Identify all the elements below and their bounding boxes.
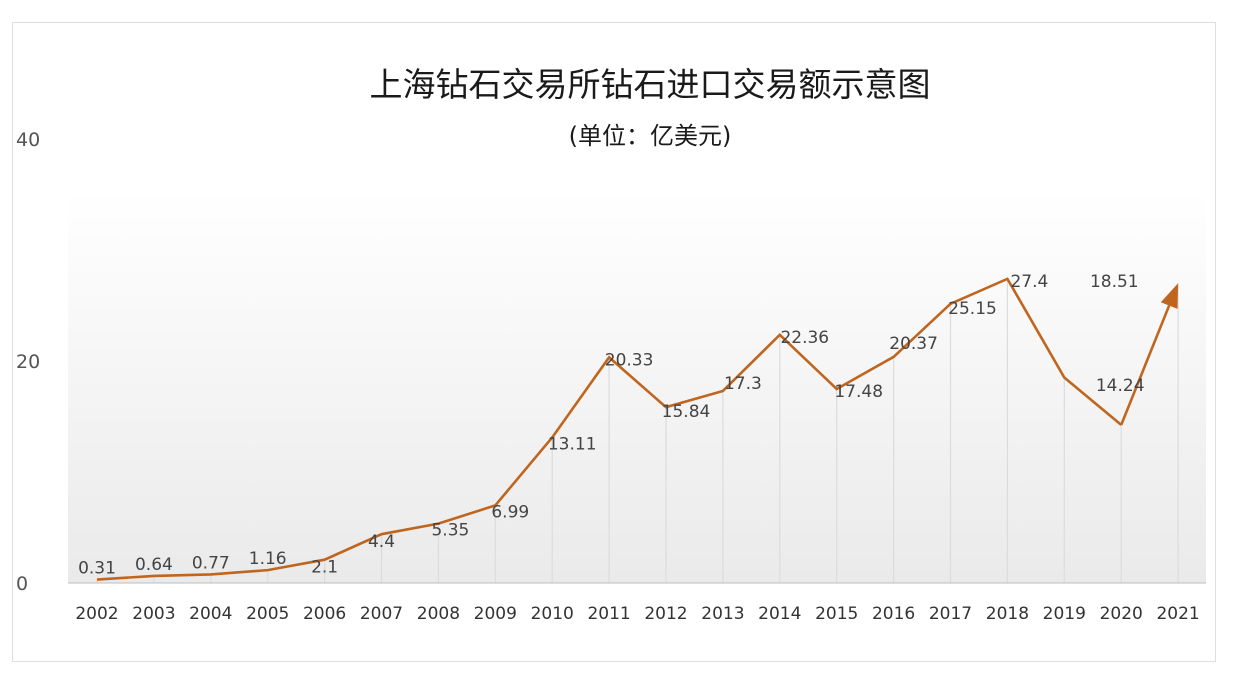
x-tick-label: 2021 <box>1156 604 1199 624</box>
data-label: 0.31 <box>78 559 116 579</box>
x-tick-label: 2015 <box>815 604 858 624</box>
y-tick-label: 40 <box>16 129 40 151</box>
x-tick-label: 2008 <box>417 604 460 624</box>
chart-title: 上海钻石交易所钻石进口交易额示意图 <box>369 65 931 104</box>
x-tick-label: 2020 <box>1100 604 1143 624</box>
x-tick-label: 2013 <box>701 604 744 624</box>
data-label: 1.16 <box>249 549 287 569</box>
x-tick-label: 2007 <box>360 604 403 624</box>
y-tick-label: 20 <box>16 351 40 373</box>
data-label: 25.15 <box>948 299 997 319</box>
x-tick-label: 2004 <box>189 604 232 624</box>
x-tick-label: 2006 <box>303 604 346 624</box>
x-tick-label: 2002 <box>75 604 118 624</box>
x-tick-label: 2011 <box>587 604 630 624</box>
data-label: 17.48 <box>834 382 883 402</box>
y-tick-label: 0 <box>16 573 28 595</box>
data-label: 17.3 <box>724 374 762 394</box>
x-tick-label: 2018 <box>986 604 1029 624</box>
data-label: 13.11 <box>548 434 597 454</box>
data-label: 22.36 <box>780 328 829 348</box>
data-label: 15.84 <box>662 402 711 422</box>
x-tick-label: 2005 <box>246 604 289 624</box>
series-line-final-segment <box>1119 305 1171 426</box>
x-tick-label: 2010 <box>531 604 574 624</box>
data-label: 0.64 <box>135 555 173 575</box>
data-label: 14.24 <box>1096 376 1145 396</box>
data-label: 4.4 <box>368 532 395 552</box>
plot-background <box>68 190 1206 583</box>
x-tick-label: 2019 <box>1043 604 1086 624</box>
chart-subtitle: (单位：亿美元) <box>568 122 732 150</box>
x-tick-label: 2012 <box>644 604 687 624</box>
data-label: 0.77 <box>192 553 230 573</box>
data-label: 27.4 <box>1010 272 1048 292</box>
data-label: 20.33 <box>605 350 654 370</box>
x-tick-label: 2009 <box>474 604 517 624</box>
series-arrow-head <box>1160 283 1179 309</box>
data-label: 18.51 <box>1090 272 1139 292</box>
data-label: 20.37 <box>889 334 938 354</box>
series-line <box>96 277 1123 581</box>
x-tick-label: 2016 <box>872 604 915 624</box>
x-tick-label: 2017 <box>929 604 972 624</box>
data-label: 5.35 <box>431 521 469 541</box>
x-tick-label: 2003 <box>132 604 175 624</box>
x-tick-label: 2014 <box>758 604 801 624</box>
data-label: 2.1 <box>311 558 338 578</box>
data-label: 6.99 <box>491 502 529 522</box>
